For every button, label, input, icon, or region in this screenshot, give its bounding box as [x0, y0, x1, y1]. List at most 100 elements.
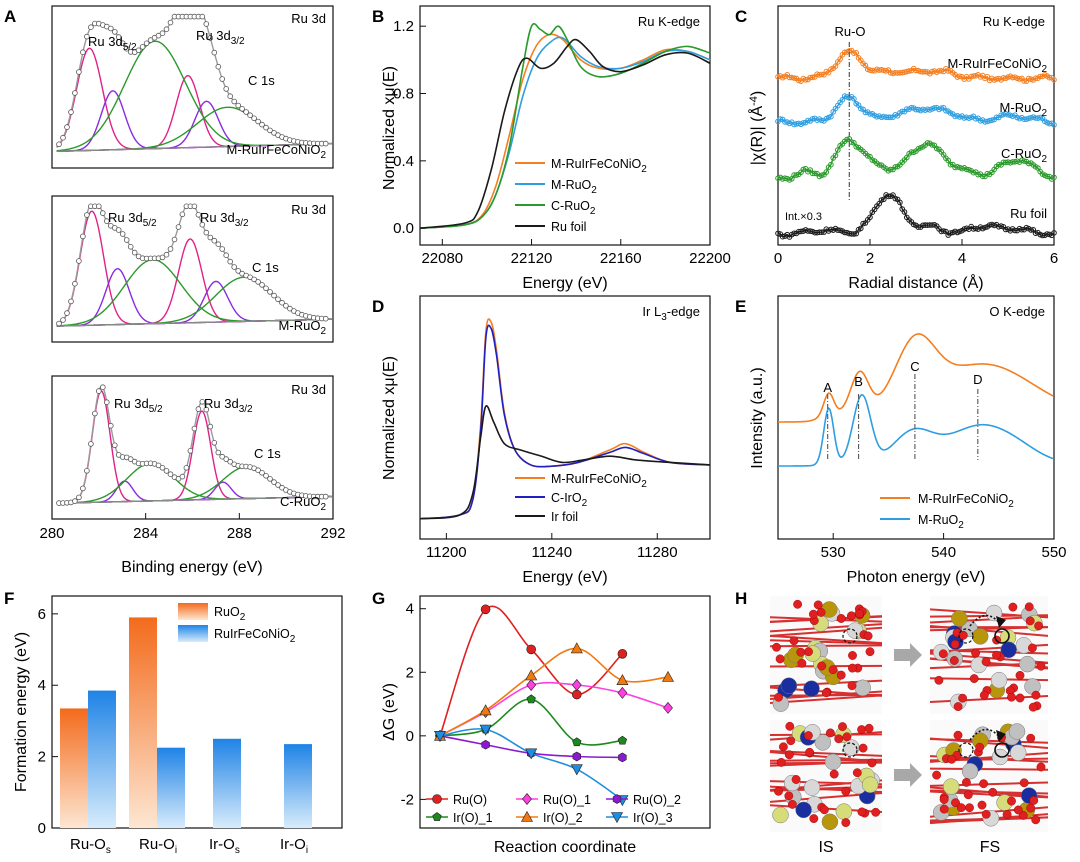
c-data-point	[812, 170, 818, 177]
a3-data-point	[223, 456, 230, 462]
a1-data-point	[215, 63, 222, 70]
c-data-point	[828, 113, 834, 120]
h-oxygen-atom	[829, 769, 839, 779]
h-oxygen-atom	[867, 758, 877, 768]
f-y-tick-label: 6	[38, 606, 46, 623]
panel-f-y-label: Formation energy (eV)	[13, 632, 30, 792]
c-data-point	[887, 166, 894, 173]
h-oxygen-atom	[796, 647, 806, 657]
panel-a-subplot-2-curves	[56, 203, 332, 327]
h-oxygen-atom	[774, 692, 783, 702]
c-data-point	[922, 68, 929, 75]
h-oxygen-atom	[938, 649, 948, 659]
c-data-point	[947, 230, 954, 236]
a3-data-point	[92, 410, 98, 417]
d-legend-label: Ir foil	[551, 510, 578, 524]
a3-data-point	[179, 473, 186, 480]
a2-data-point	[195, 212, 202, 218]
g-marker	[481, 739, 490, 750]
c-data-point	[1016, 76, 1023, 82]
h-oxygen-atom	[789, 636, 799, 646]
h-oxygen-atom	[947, 754, 957, 764]
h-oxygen-atom	[865, 647, 875, 657]
f-category-label: Ir-Os	[209, 836, 240, 856]
c-data-point	[791, 230, 797, 237]
h-oxygen-atom	[841, 818, 851, 827]
h-oxygen-atom	[1036, 661, 1046, 671]
f-category-label: Ir-Oi	[280, 836, 308, 856]
c-data-point	[851, 231, 857, 237]
e-peak-label: C	[910, 359, 919, 374]
h-oxygen-atom	[958, 693, 967, 703]
f-bar-ruirfeconio2-4	[284, 744, 312, 828]
g-y-tick-label: -2	[401, 791, 414, 808]
a3-data-point	[72, 498, 78, 504]
g-marker	[570, 642, 583, 654]
c-data-point	[1044, 173, 1050, 180]
panel-a-subplot-2: Ru 3d Ru 3d5/2 Ru 3d3/2 C 1s M-RuO2	[51, 195, 334, 343]
panel-a-x-label: Binding energy (eV)	[121, 559, 262, 576]
h-oxygen-atom	[932, 770, 941, 780]
a2-background	[56, 318, 331, 327]
a2-data-point	[163, 251, 170, 258]
h-oxygen-atom	[848, 663, 857, 673]
a3-data-point	[211, 439, 218, 446]
h-oxygen-atom	[1024, 602, 1034, 612]
panel-a-subplot-3: Ru 3d Ru 3d5/2 Ru 3d3/2 C 1s C-RuO2	[51, 375, 334, 520]
panel-b-title: Ru K-edge	[638, 14, 700, 29]
d-legend-label: C-IrO2	[551, 491, 588, 509]
h-metal-atom	[1008, 723, 1026, 740]
f-legend-label: RuIrFeCoNiO2	[214, 627, 296, 645]
b-legend-label: Ru foil	[551, 220, 586, 234]
e-x-tick-label: 540	[931, 544, 956, 561]
g-y-tick-label: 4	[406, 601, 414, 618]
h-migration-arrowhead	[996, 730, 1006, 742]
g-marker	[526, 694, 536, 704]
h-oxygen-atom	[841, 787, 851, 796]
a1-data-point	[203, 21, 210, 27]
h-oxygen-atom	[953, 702, 963, 711]
a3-data-point	[191, 425, 198, 432]
f-y-tick-label: 4	[38, 677, 46, 694]
c-data-point	[853, 230, 860, 237]
a3-data-point	[215, 449, 222, 456]
a2-data-point	[100, 210, 106, 216]
a1-peak-label-c1s: C 1s	[248, 73, 275, 88]
h-oxygen-atom	[1015, 693, 1025, 703]
h-oxygen-atom	[785, 721, 795, 731]
a1-data-point	[255, 118, 261, 125]
panel-d-axes: 11200 11240 11280	[426, 533, 678, 561]
c-data-point	[975, 171, 981, 178]
g-marker	[526, 644, 537, 655]
h-oxygen-marker	[994, 742, 1010, 758]
a3-data-point	[112, 442, 118, 449]
h-bond	[769, 639, 883, 645]
h-oxygen-atom	[852, 768, 862, 778]
a2-data-point	[283, 302, 289, 309]
c-data-point	[1051, 174, 1057, 181]
h-oxygen-atom	[863, 631, 873, 641]
c-data-point	[777, 116, 784, 122]
h-metal-atom	[795, 801, 812, 819]
c-x-tick-label: 2	[866, 250, 874, 267]
a3-data-point	[159, 464, 166, 471]
h-metal-atom	[821, 813, 839, 831]
b-legend-label: M-RuO2	[551, 178, 597, 196]
c-data-point	[979, 173, 986, 180]
a2-data-point	[171, 236, 178, 243]
panel-h-is-label: IS	[818, 839, 833, 856]
h-oxygen-atom	[857, 807, 867, 817]
a1-data-point	[243, 109, 249, 115]
panel-e-title: O K-edge	[989, 304, 1045, 319]
a2-data-point	[56, 320, 62, 327]
g-marker	[571, 689, 582, 700]
panel-c-curves	[775, 42, 1057, 240]
c-data-point	[1046, 74, 1053, 81]
panel-a-subplot-3-curves	[56, 384, 332, 506]
a2-data-point	[60, 317, 66, 323]
a1-data-point	[159, 30, 166, 37]
panel-b-y-label: Normalized xμ(E)	[381, 66, 398, 190]
panel-f-axes: 0 2 4 6 Ru-Os Ru-Oi Ir-Os Ir-Oi	[38, 606, 308, 856]
panel-letter-e: E	[735, 297, 746, 316]
a1-data-point	[60, 134, 66, 141]
